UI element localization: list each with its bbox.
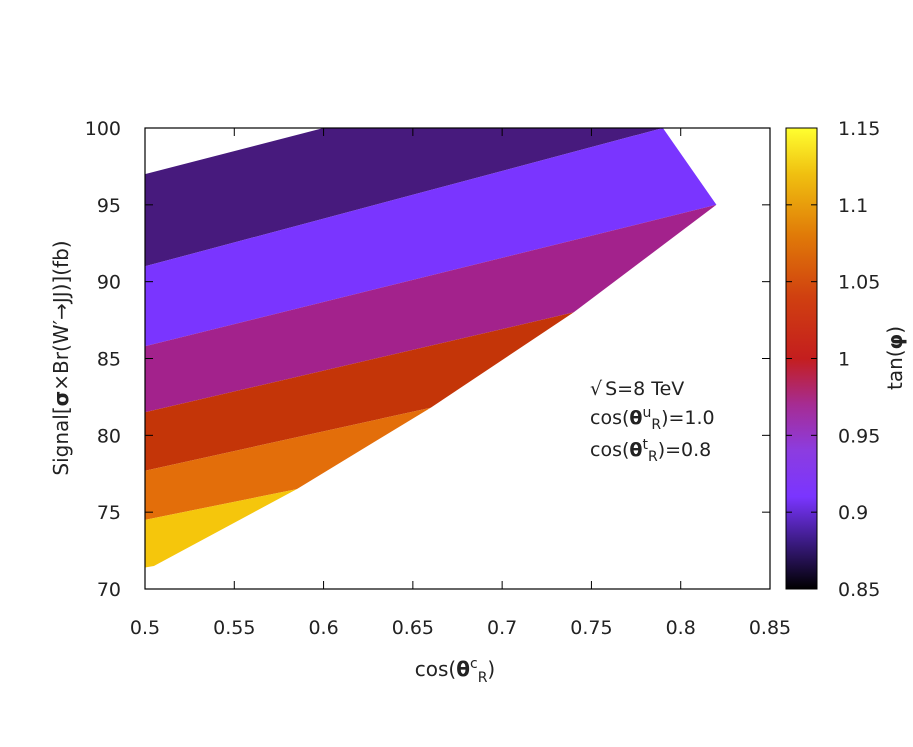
y-tick-label: 75 [97, 502, 121, 524]
x-tick-label: 0.75 [570, 617, 612, 639]
colorbar-ticks [786, 127, 817, 590]
x-tick-label: 0.6 [308, 617, 338, 639]
x-tick-label: 0.55 [213, 617, 255, 639]
x-tick-label: 0.7 [487, 617, 517, 639]
colorbar-tick-label: 0.95 [838, 425, 880, 447]
y-axis-label: Signal[σ×Br(W′→JJ)](fb) [49, 240, 73, 475]
colorbar-label: tan(φ) [883, 326, 907, 390]
colorbar-tick-label: 0.85 [838, 579, 880, 601]
y-tick-label: 100 [85, 118, 121, 140]
x-tick-label: 0.8 [666, 617, 696, 639]
x-axis-label: cos(θcR) [415, 656, 495, 686]
y-tick-marks [145, 127, 770, 590]
x-tick-labels: 0.5 0.55 0.6 0.65 0.7 0.75 0.8 0.85 [130, 617, 791, 639]
band-tan-phi-0.9 [145, 128, 717, 347]
band-tan-phi-1.075 [145, 407, 431, 520]
band-tan-phi-0.95 [145, 204, 717, 413]
x-tick-marks [144, 128, 771, 589]
annotation-cos-t: cos(θtR)=0.8 [590, 437, 711, 465]
x-tick-label: 0.5 [130, 617, 160, 639]
y-tick-label: 85 [97, 349, 121, 371]
y-tick-label: 70 [97, 579, 121, 601]
colorbar-tick-label: 1.05 [838, 272, 880, 294]
y-tick-label: 80 [97, 425, 121, 447]
y-tick-labels: 70 75 80 85 90 95 100 [85, 118, 121, 601]
x-tick-label: 0.65 [392, 617, 434, 639]
annotation-cos-u: cos(θuR)=1.0 [590, 405, 715, 433]
colorbar-tick-label: 0.9 [838, 502, 868, 524]
annotation-energy: √ S=8 TeV [590, 378, 684, 400]
colorbar-tick-label: 1.15 [838, 118, 880, 140]
x-tick-label: 0.85 [749, 617, 791, 639]
colorbar-tick-labels: 0.85 0.9 0.95 1 1.05 1.1 1.15 [838, 118, 880, 601]
y-tick-label: 95 [97, 195, 121, 217]
colorbar-tick-label: 1 [838, 349, 850, 371]
colorbar-tick-label: 1.1 [838, 195, 868, 217]
band-tan-phi-1.025 [145, 312, 574, 471]
contour-bands [145, 128, 717, 568]
band-tan-phi-1.125 [145, 489, 297, 568]
y-tick-label: 90 [97, 272, 121, 294]
